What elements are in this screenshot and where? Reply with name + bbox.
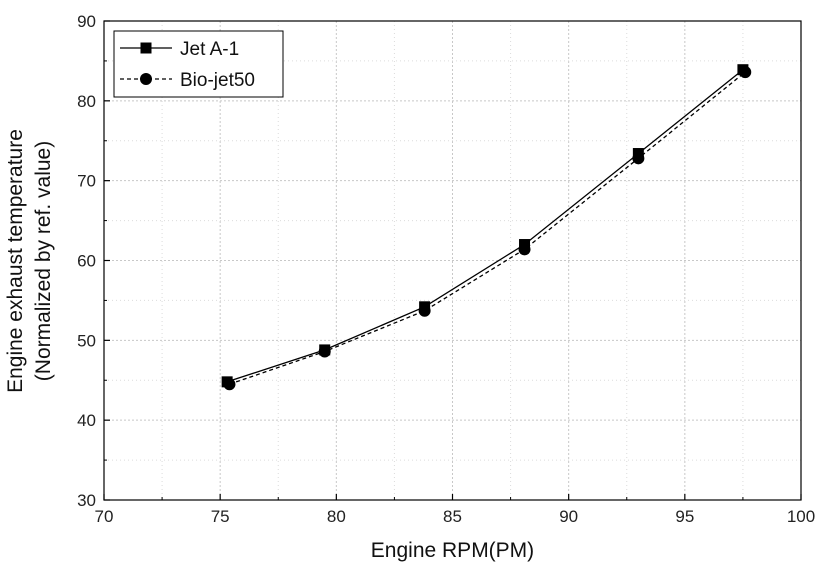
data-point-bio-jet50 — [223, 378, 236, 391]
data-point-bio-jet50 — [739, 66, 752, 79]
legend-box — [113, 30, 284, 98]
y-tick-label: 60 — [77, 252, 96, 271]
legend-label-jet-a1: Jet A-1 — [180, 39, 239, 60]
data-point-bio-jet50 — [418, 304, 431, 317]
series-layer — [221, 64, 752, 391]
legend: Jet A-1 Bio-jet50 — [113, 30, 284, 98]
series-line-jet-a-1 — [226, 69, 744, 383]
data-point-bio-jet50 — [632, 152, 645, 165]
y-tick-label: 40 — [77, 411, 96, 430]
y-tick-label: 80 — [77, 92, 96, 111]
y-tick-label: 70 — [77, 172, 96, 191]
axis-tick-labels: 70 75 80 85 90 95 100 30 40 50 60 70 80 90 — [77, 12, 815, 526]
data-point-bio-jet50 — [318, 345, 331, 358]
x-tick-label: 100 — [787, 507, 815, 526]
data-point-bio-jet50 — [518, 243, 531, 256]
series-line-bio-jet50 — [229, 71, 746, 385]
x-axis-title: Engine RPM(PM) — [371, 539, 534, 562]
x-tick-label: 85 — [443, 507, 462, 526]
y-axis-title-line2: (Normalized by ref. value) — [32, 141, 55, 381]
x-tick-label: 70 — [95, 507, 114, 526]
x-tick-label: 80 — [327, 507, 346, 526]
legend-marker-jet-a1 — [140, 42, 152, 54]
legend-label-bio-jet50: Bio-jet50 — [180, 70, 255, 91]
y-axis-title-line1: Engine exhaust temperature — [4, 129, 27, 393]
x-tick-label: 95 — [675, 507, 694, 526]
y-tick-label: 90 — [77, 12, 96, 31]
axis-ticks — [103, 20, 802, 501]
y-tick-label: 30 — [77, 491, 96, 510]
y-tick-label: 50 — [77, 331, 96, 350]
x-tick-label: 90 — [559, 507, 578, 526]
x-tick-label: 75 — [211, 507, 230, 526]
legend-marker-bio-jet50 — [140, 73, 152, 85]
